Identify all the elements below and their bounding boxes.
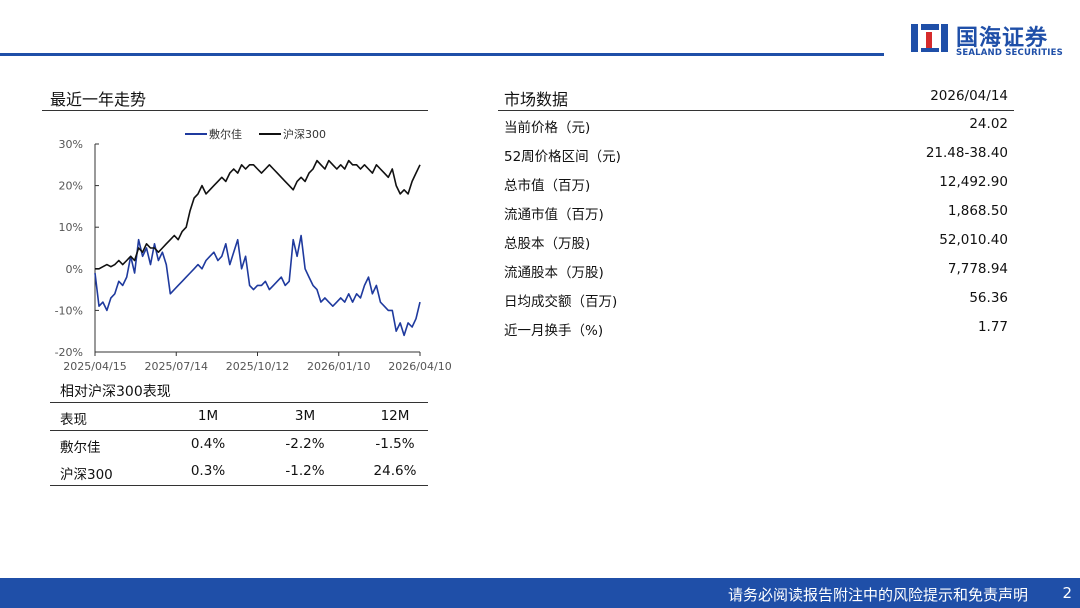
x-tick-label: 2026/01/10 [307,360,370,373]
brand-logo: 国海证券 SEALAND SECURITIES [910,20,1070,60]
market-label: 日均成交额（百万) [504,294,618,310]
market-label: 当前价格（元) [504,120,591,136]
market-label: 总股本（万股) [504,236,591,252]
y-tick-label: 20% [59,180,83,193]
trend-chart: 30% 20% 10% 0% -10% -20% 2025/04/15 2025/07/14 2… [40,118,452,380]
series-line-1 [95,159,421,270]
relative-cell: -1.5% [375,436,415,452]
market-value: 1,868.50 [947,203,1008,219]
relative-header-cell: 12M [380,408,410,424]
footer-disclaimer: 请务必阅读报告附注中的风险提示和免责声明 [727,586,1028,604]
sealand-logo-icon [911,24,948,52]
market-value: 52,010.40 [939,232,1008,248]
x-tick-label: 2025/07/14 [145,360,208,373]
market-value: 21.48-38.40 [925,145,1008,161]
relative-row: 沪深300 0.3% -1.2% 24.6% [50,458,428,486]
market-value: 7,778.94 [947,261,1008,277]
market-row: 日均成交额（百万) 56.36 [498,284,1014,313]
brand-name-en: SEALAND SECURITIES [956,48,1063,58]
market-date: 2026/04/14 [930,88,1008,104]
market-label: 近一月换手（%) [504,323,604,339]
market-value: 24.02 [969,116,1008,132]
y-tick-label: -20% [55,346,83,359]
market-label: 流通股本（万股) [504,265,604,281]
page-number: 2 [1062,584,1072,602]
relative-cell: 24.6% [373,463,417,479]
legend-label: 敷尔佳 [209,127,242,141]
relative-header-cell: 3M [294,408,316,424]
market-table: 当前价格（元) 24.02 52周价格区间（元) 21.48-38.40 总市值（百… [498,110,1014,342]
brand-name-cn: 国海证券 [956,26,1049,51]
series-line-0 [94,234,421,337]
relative-title: 相对沪深300表现 [60,384,171,400]
relative-header-cell: 表现 [60,412,87,428]
market-row: 流通市值（百万) 1,868.50 [498,197,1014,226]
x-tick-label: 2025/04/15 [63,360,126,373]
relative-cell: 沪深300 [60,467,113,483]
market-title: 市场数据 [504,90,569,109]
relative-header-row: 表现 1M 3M 12M [50,402,428,431]
relative-cell: 敷尔佳 [60,440,101,456]
legend-label: 沪深300 [283,127,326,141]
x-tick-label: 2026/04/10 [388,360,451,373]
market-label: 总市值（百万) [504,178,591,194]
relative-cell: -1.2% [285,463,325,479]
market-row: 近一月换手（%) 1.77 [498,313,1014,342]
trend-title-rule [42,110,428,111]
trend-title: 最近一年走势 [50,90,147,109]
relative-cell: 0.4% [190,436,226,452]
relative-table: 表现 1M 3M 12M 敷尔佳 0.4% -2.2% -1.5% 沪深300 … [50,402,428,486]
y-tick-label: 0% [66,263,83,276]
market-row: 总市值（百万) 12,492.90 [498,168,1014,197]
market-title-rule [498,110,1014,111]
market-row: 52周价格区间（元) 21.48-38.40 [498,139,1014,168]
market-row: 流通股本（万股) 7,778.94 [498,255,1014,284]
x-tick-label: 2025/10/12 [226,360,289,373]
market-label: 52周价格区间（元) [504,149,621,165]
y-tick-label: 10% [59,221,83,234]
market-value: 12,492.90 [939,174,1008,190]
market-value: 56.36 [969,290,1008,306]
y-tick-label: 30% [59,138,83,151]
relative-cell: 0.3% [190,463,226,479]
y-tick-label: -10% [55,304,83,317]
relative-cell: -2.2% [285,436,325,452]
trend-chart-svg: 30% 20% 10% 0% -10% -20%2025/04/15 2025/07/14 2… [55,127,452,373]
relative-row: 敷尔佳 0.4% -2.2% -1.5% [50,431,428,458]
market-value: 1.77 [977,319,1008,335]
header-rule [0,53,884,56]
market-row: 总股本（万股) 52,010.40 [498,226,1014,255]
footer-bar: 请务必阅读报告附注中的风险提示和免责声明 2 [0,578,1080,608]
market-row: 当前价格（元) 24.02 [498,110,1014,139]
market-label: 流通市值（百万) [504,207,604,223]
relative-header-cell: 1M [197,408,219,424]
